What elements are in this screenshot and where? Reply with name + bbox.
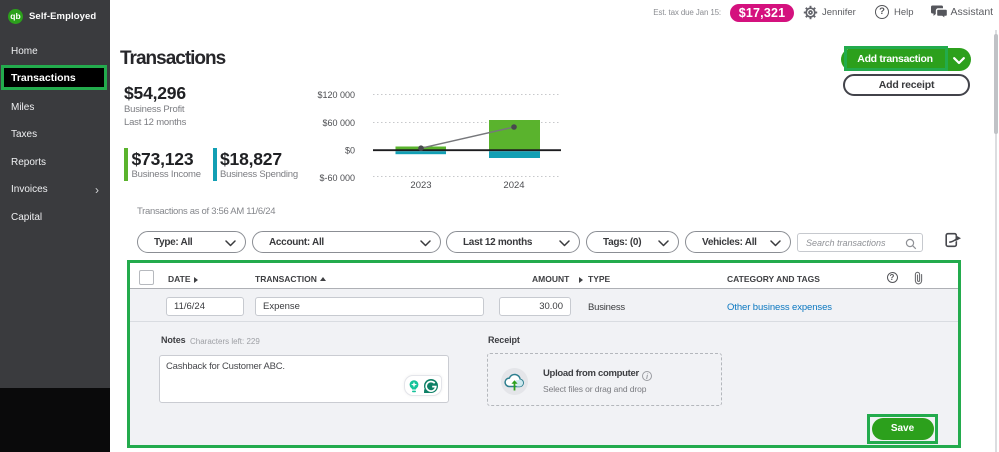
svg-text:2023: 2023 bbox=[410, 180, 431, 191]
svg-text:$120 000: $120 000 bbox=[317, 90, 355, 100]
svg-text:$60 000: $60 000 bbox=[322, 118, 355, 128]
svg-text:$-60 000: $-60 000 bbox=[319, 173, 355, 183]
svg-text:$0: $0 bbox=[345, 146, 355, 156]
svg-text:2024: 2024 bbox=[503, 180, 524, 191]
